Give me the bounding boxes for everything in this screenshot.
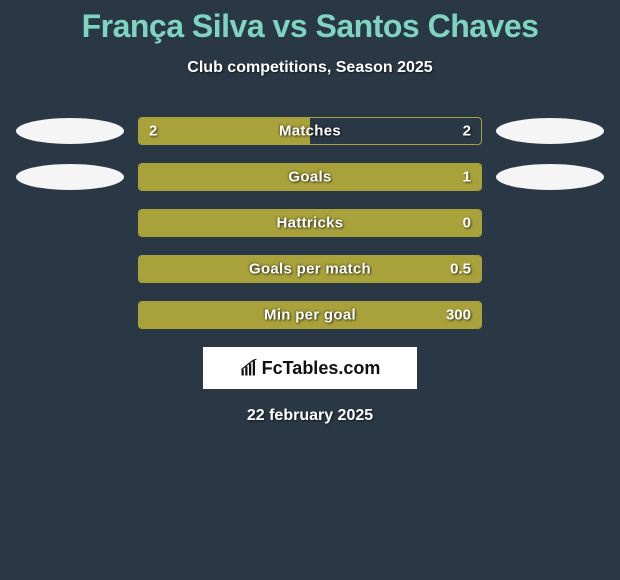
stat-label: Goals	[288, 169, 331, 186]
stat-bar: Goals 1	[138, 163, 482, 191]
stat-row: Goals per match 0.5	[0, 255, 620, 283]
stat-right-value: 0.5	[450, 261, 471, 278]
stat-row: Hattricks 0	[0, 209, 620, 237]
page-title: França Silva vs Santos Chaves	[0, 8, 620, 45]
stat-label: Matches	[279, 123, 341, 140]
stat-bar: Hattricks 0	[138, 209, 482, 237]
stat-row: Min per goal 300	[0, 301, 620, 329]
logo-label: FcTables.com	[262, 358, 381, 379]
subtitle: Club competitions, Season 2025	[0, 59, 620, 77]
logo-box[interactable]: FcTables.com	[203, 347, 417, 389]
comparison-container: França Silva vs Santos Chaves Club compe…	[0, 0, 620, 425]
stat-bar: 2 Matches 2	[138, 117, 482, 145]
stat-bar: Min per goal 300	[138, 301, 482, 329]
stat-label: Goals per match	[249, 261, 371, 278]
stat-right-value: 1	[463, 169, 471, 186]
logo-text: FcTables.com	[240, 358, 381, 379]
stat-label: Hattricks	[277, 215, 344, 232]
stat-bar: Goals per match 0.5	[138, 255, 482, 283]
stat-label: Min per goal	[264, 307, 356, 324]
stat-right-value: 300	[446, 307, 471, 324]
stat-right-value: 0	[463, 215, 471, 232]
stat-row: 2 Matches 2	[0, 117, 620, 145]
stats-area: 2 Matches 2 Goals 1 Hattricks 0 Goals per match…	[0, 117, 620, 329]
player-right-ellipse	[496, 164, 604, 190]
chart-bars-icon	[240, 359, 258, 377]
player-left-ellipse	[16, 118, 124, 144]
player-right-ellipse	[496, 118, 604, 144]
stat-row: Goals 1	[0, 163, 620, 191]
player-left-ellipse	[16, 164, 124, 190]
stat-right-value: 2	[463, 123, 471, 140]
date-text: 22 february 2025	[0, 407, 620, 425]
stat-left-value: 2	[149, 123, 157, 140]
